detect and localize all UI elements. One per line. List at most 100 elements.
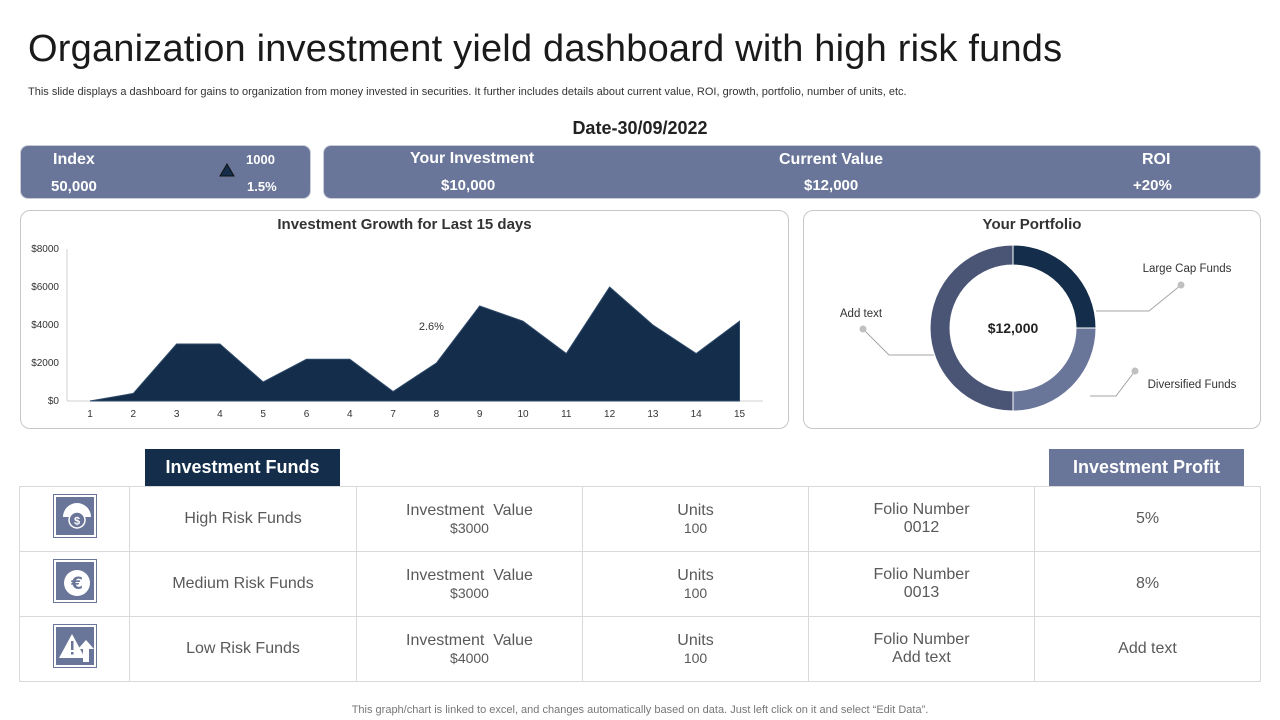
current-value-value: $12,000	[804, 177, 859, 194]
donut-slice	[929, 244, 1014, 412]
units-label: Units	[677, 567, 714, 584]
table-row: Low Risk Funds Investment Value $4000 Un…	[19, 616, 1261, 682]
index-label: Index	[53, 151, 95, 168]
x-tick-label: 5	[260, 409, 266, 420]
your-investment-label: Your Investment	[410, 150, 535, 167]
profit-cell: 5%	[1034, 486, 1261, 552]
investment-funds-tag: Investment Funds	[145, 449, 340, 486]
svg-text:€: €	[70, 574, 83, 594]
current-value-label: Current Value	[779, 151, 884, 168]
y-tick-label: $4000	[31, 320, 59, 331]
investment-value-label: Investment Value	[406, 632, 533, 649]
investment-value-cell: Investment Value $3000	[356, 486, 583, 552]
slice-label: Add text	[840, 308, 883, 320]
x-tick-label: 12	[604, 409, 616, 420]
units-cell: Units 100	[582, 616, 809, 682]
donut-center-value: $12,000	[988, 320, 1039, 336]
growth-annotation: 2.6%	[419, 321, 444, 333]
fund-name: Medium Risk Funds	[129, 551, 357, 617]
callout-line	[1096, 284, 1182, 312]
page-subtitle: This slide displays a dashboard for gain…	[28, 86, 907, 98]
your-investment-value: $10,000	[441, 177, 496, 194]
date-label: Date-30/09/2022	[572, 118, 708, 138]
page-title: Organization investment yield dashboard …	[28, 28, 1063, 70]
investment-value: $3000	[450, 585, 489, 601]
folio-cell: Folio Number 0012	[808, 486, 1035, 552]
portfolio-title: Your Portfolio	[982, 216, 1082, 233]
x-tick-label: 4	[217, 409, 223, 420]
investment-value-label: Investment Value	[406, 502, 533, 519]
folio-label: Folio Number	[873, 501, 970, 518]
donut-slice	[1012, 327, 1097, 412]
callout-dot	[1131, 367, 1139, 375]
investment-summary-bar: Your Investment $10,000 Current Value $1…	[323, 145, 1261, 199]
investment-profit-tag: Investment Profit	[1049, 449, 1244, 486]
y-tick-label: $6000	[31, 282, 59, 293]
investment-value: $3000	[450, 520, 489, 536]
x-tick-label: 2	[131, 409, 137, 420]
funds-table: $ High Risk Funds Investment Value $3000…	[19, 486, 1261, 682]
fund-name: Low Risk Funds	[129, 616, 357, 682]
callout-line	[1090, 370, 1136, 397]
growth-area	[89, 286, 740, 402]
folio-value: 0012	[903, 519, 940, 536]
y-tick-label: $8000	[31, 244, 59, 255]
y-tick-label: $2000	[31, 358, 59, 369]
folio-value: Add text	[892, 649, 951, 666]
footer-note: This graph/chart is linked to excel, and…	[351, 704, 929, 716]
growth-chart-title: Investment Growth for Last 15 days	[277, 216, 532, 233]
folio-cell: Folio Number 0013	[808, 551, 1035, 617]
euro-icon: €	[52, 558, 97, 603]
x-tick-label: 3	[174, 409, 180, 420]
callout-line	[862, 328, 934, 356]
x-tick-label: 7	[390, 409, 396, 420]
table-row: € Medium Risk Funds Investment Value $30…	[19, 551, 1261, 617]
callout-dot	[859, 325, 867, 333]
investment-growth-panel: Investment Growth for Last 15 days $0 $20…	[20, 210, 789, 429]
money-umbrella-icon: $	[52, 493, 97, 538]
portfolio-panel: Your Portfolio $12,000 Large Cap Funds Div…	[803, 210, 1261, 429]
callout-dot	[1177, 281, 1185, 289]
folio-value: 0013	[903, 584, 940, 601]
roi-value: +20%	[1133, 177, 1172, 194]
x-tick-label: 14	[691, 409, 703, 420]
units-value: 100	[683, 585, 708, 601]
profit-cell: Add text	[1034, 616, 1261, 682]
folio-cell: Folio Number Add text	[808, 616, 1035, 682]
donut-slice	[1012, 244, 1097, 329]
index-card: Index 50,000 1000 1.5%	[20, 145, 311, 199]
units-label: Units	[677, 502, 714, 519]
roi-label: ROI	[1142, 151, 1171, 168]
x-tick-label: 11	[561, 409, 572, 420]
index-change: 1.5%	[247, 179, 277, 194]
investment-value-cell: Investment Value $3000	[356, 551, 583, 617]
units-cell: Units 100	[582, 486, 809, 552]
units-value: 100	[683, 520, 708, 536]
table-row: $ High Risk Funds Investment Value $3000…	[19, 486, 1261, 552]
units-value: 100	[683, 650, 708, 666]
x-tick-label: 8	[434, 409, 440, 420]
folio-label: Folio Number	[873, 566, 970, 583]
x-tick-label: 10	[517, 409, 529, 420]
investment-value: $4000	[450, 650, 489, 666]
x-tick-label: 1	[87, 409, 93, 420]
triangle-up-icon	[219, 163, 235, 177]
index-points: 1000	[246, 152, 275, 167]
index-value: 50,000	[51, 178, 97, 195]
profit-cell: 8%	[1034, 551, 1261, 617]
svg-text:$: $	[73, 515, 79, 527]
x-tick-label: 15	[734, 409, 746, 420]
investment-value-cell: Investment Value $4000	[356, 616, 583, 682]
slice-label: Diversified Funds	[1148, 379, 1237, 391]
x-tick-label: 13	[647, 409, 659, 420]
units-label: Units	[677, 632, 714, 649]
portfolio-donut-chart[interactable]: $12,000 Large Cap Funds Diversified Funds A…	[804, 211, 1260, 428]
x-tick-label: 6	[304, 409, 310, 420]
x-tick-label: 4	[347, 409, 353, 420]
x-tick-label: 9	[477, 409, 483, 420]
investment-value-label: Investment Value	[406, 567, 533, 584]
units-cell: Units 100	[582, 551, 809, 617]
warning-arrow-icon	[52, 623, 97, 668]
fund-name: High Risk Funds	[129, 486, 357, 552]
